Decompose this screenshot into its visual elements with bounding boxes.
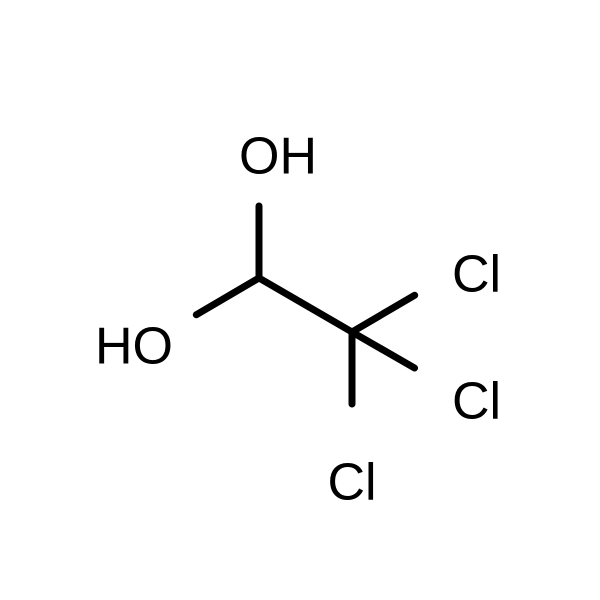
atom-label-Cl_right: Cl	[452, 373, 501, 431]
atom-label-OH_left: HO	[95, 318, 173, 376]
atom-label-Cl_down: Cl	[327, 454, 376, 512]
molecule-diagram: OH HO Cl Cl Cl	[0, 0, 600, 600]
atom-label-Cl_up: Cl	[452, 246, 501, 304]
bond-C1-C2	[259, 278, 352, 332]
atom-label-OH_up: OH	[239, 128, 317, 186]
bond-C2-Cl_right	[352, 332, 415, 368]
bond-C2-Cl_up	[352, 295, 415, 332]
bond-C1-OH_left	[196, 278, 259, 315]
